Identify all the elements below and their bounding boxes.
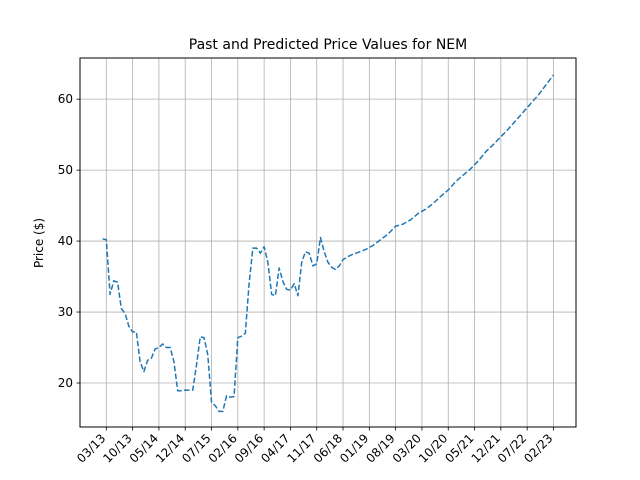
chart-title: Past and Predicted Price Values for NEM	[189, 37, 467, 53]
y-tick-label: 20	[58, 376, 73, 390]
price-series-line	[102, 74, 555, 413]
y-tick-label: 40	[58, 234, 73, 248]
y-axis-label: Price ($)	[32, 218, 46, 268]
grid-lines	[80, 58, 576, 427]
y-tick-label: 50	[58, 163, 73, 177]
y-axis: 20 30 40 50 60	[58, 92, 80, 390]
series-group	[102, 74, 555, 413]
y-tick-label: 60	[58, 92, 73, 106]
y-tick-label: 30	[58, 305, 73, 319]
plot-frame	[79, 57, 577, 428]
